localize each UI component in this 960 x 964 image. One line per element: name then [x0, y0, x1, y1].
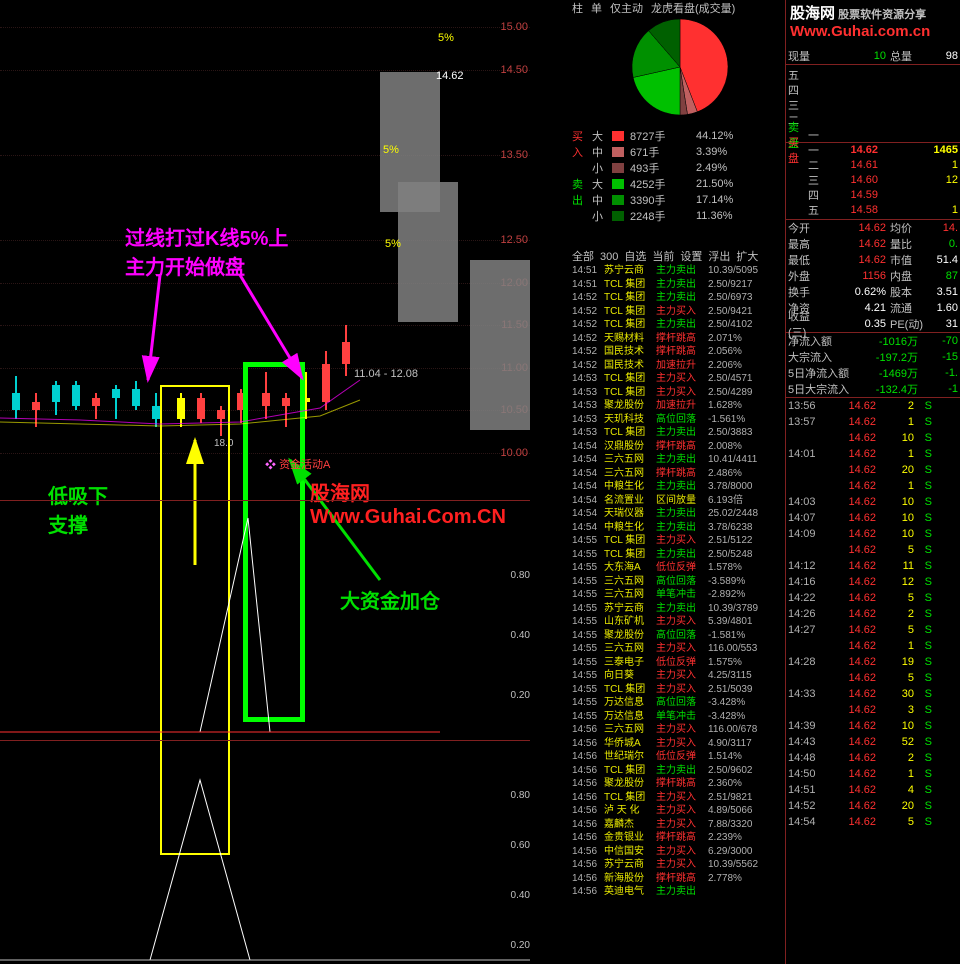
- flow-row[interactable]: 14:55苏宁云商主力卖出10.39/3789: [572, 602, 784, 616]
- flow-row[interactable]: 14:53聚龙股份加速拉升1.628%: [572, 399, 784, 413]
- annotation-green-right: 大资金加仓: [340, 585, 440, 614]
- flow-row[interactable]: 14:54三六五网撑杆跳高2.486%: [572, 467, 784, 481]
- flow-row[interactable]: 14:51TCL 集团主力卖出2.50/9217: [572, 278, 784, 292]
- pct-label: 5%: [383, 144, 399, 156]
- annotation-magenta: 过线打过K线5%上 主力开始做盘: [125, 222, 288, 280]
- tick-list[interactable]: 13:5614.622S13:5714.621S14.6210S14:0114.…: [786, 398, 960, 830]
- flow-row[interactable]: 14:54汉鼎股份撑杆跳高2.008%: [572, 440, 784, 454]
- tick-row: 14.623S: [786, 702, 960, 718]
- highlight-box-yellow: [160, 385, 230, 855]
- flow-row[interactable]: 14:52国民技术撑杆跳高2.056%: [572, 345, 784, 359]
- tick-row: 14:0114.621S: [786, 446, 960, 462]
- buy-sell-legend: 买大8727手44.12%入中671手3.39%小493手2.49%卖大4252…: [572, 128, 782, 224]
- flow-row[interactable]: 14:54三六五网主力卖出10.41/4411: [572, 453, 784, 467]
- flow-row[interactable]: 14:54名流置业区间放量6.193倍: [572, 494, 784, 508]
- flow-row[interactable]: 14:55三六五网单笔冲击-2.892%: [572, 588, 784, 602]
- flow-row[interactable]: 14:55聚龙股份高位回落-1.581%: [572, 629, 784, 643]
- flow-row[interactable]: 14:55万达信息高位回落-3.428%: [572, 696, 784, 710]
- tick-row: 14.621S: [786, 478, 960, 494]
- tick-row: 14.6220S: [786, 462, 960, 478]
- tick-row: 14:4314.6252S: [786, 734, 960, 750]
- tick-row: 14:2714.625S: [786, 622, 960, 638]
- flow-row[interactable]: 14:53天玑科技高位回落-1.561%: [572, 413, 784, 427]
- site-logo: 股海网 股票软件资源分享 Www.Guhai.com.cn: [786, 0, 960, 48]
- flow-row[interactable]: 14:56中信国安主力买入6.29/3000: [572, 845, 784, 859]
- flow-row[interactable]: 14:56英迪电气主力卖出: [572, 885, 784, 899]
- tick-row: 14:1214.6211S: [786, 558, 960, 574]
- tick-row: 14.6210S: [786, 430, 960, 446]
- capital-flow-list[interactable]: 14:51苏宁云商主力卖出10.39/509514:51TCL 集团主力卖出2.…: [572, 264, 784, 899]
- flow-row[interactable]: 14:52TCL 集团主力卖出2.50/6973: [572, 291, 784, 305]
- flow-row[interactable]: 14:51苏宁云商主力卖出10.39/5095: [572, 264, 784, 278]
- flow-row[interactable]: 14:56新海股份撑杆跳高2.778%: [572, 872, 784, 886]
- annotation-green-left: 低吸下 支撑: [48, 480, 108, 538]
- price-high-label: 14.62: [436, 70, 464, 82]
- stats-block: 今开14.62均价14.最高14.62量比0.最低14.62市值51.4外盘11…: [786, 220, 960, 333]
- flow-row[interactable]: 14:54天瑞仪器主力卖出25.02/2448: [572, 507, 784, 521]
- orderbook: 五四三二卖盘一买盘一14.621465二14.611三14.6012四14.59…: [786, 64, 960, 220]
- flow-row[interactable]: 14:56苏宁云商主力买入10.39/5562: [572, 858, 784, 872]
- flow-row[interactable]: 14:56TCL 集团主力买入2.51/9821: [572, 791, 784, 805]
- fund-flow-block: 净流入额-1016万-70大宗流入-197.2万-155日净流入额-1469万-…: [786, 333, 960, 398]
- tick-row: 14:0714.6210S: [786, 510, 960, 526]
- tick-row: 14.625S: [786, 542, 960, 558]
- flow-row[interactable]: 14:55TCL 集团主力买入2.51/5122: [572, 534, 784, 548]
- flow-row[interactable]: 14:56泸 天 化主力买入4.89/5066: [572, 804, 784, 818]
- tick-row: 14:3914.6210S: [786, 718, 960, 734]
- kline-chart[interactable]: 15.0014.5013.5012.5012.0011.5011.0010.50…: [0, 0, 532, 964]
- pie-chart: [620, 12, 740, 122]
- pct-label: 5%: [438, 32, 454, 44]
- flow-row[interactable]: 14:55万达信息单笔冲击-3.428%: [572, 710, 784, 724]
- flow-row[interactable]: 14:55三泰电子低位反弹1.575%: [572, 656, 784, 670]
- flow-row[interactable]: 14:56聚龙股份撑杆跳高2.360%: [572, 777, 784, 791]
- fund-activity-label: ❖ 资金活动A: [265, 456, 330, 472]
- tick-row: 14:2214.625S: [786, 590, 960, 606]
- tick-row: 14:2614.622S: [786, 606, 960, 622]
- flow-row[interactable]: 14:53TCL 集团主力买入2.50/4571: [572, 372, 784, 386]
- flow-row[interactable]: 14:56世纪瑞尔低位反弹1.514%: [572, 750, 784, 764]
- flow-row[interactable]: 14:55三六五网主力买入116.00/553: [572, 642, 784, 656]
- tick-row: 14:4814.622S: [786, 750, 960, 766]
- tick-row: 14:1614.6212S: [786, 574, 960, 590]
- tick-row: 13:5614.622S: [786, 398, 960, 414]
- flow-row[interactable]: 14:55三六五网高位回落-3.589%: [572, 575, 784, 589]
- watermark: 股海网 Www.Guhai.Com.CN: [310, 477, 532, 529]
- flow-row[interactable]: 14:55TCL 集团主力买入2.51/5039: [572, 683, 784, 697]
- flow-row[interactable]: 14:56华侨城A主力买入4.90/3117: [572, 737, 784, 751]
- flow-row[interactable]: 14:54中粮生化主力卖出3.78/8000: [572, 480, 784, 494]
- quote-panel: 股海网 股票软件资源分享 Www.Guhai.com.cn 现量 10 总量 9…: [785, 0, 960, 964]
- flow-row[interactable]: 14:56嘉麟杰主力买入7.88/3320: [572, 818, 784, 832]
- pct-label: 5%: [385, 238, 401, 250]
- flow-row[interactable]: 14:52TCL 集团主力卖出2.50/4102: [572, 318, 784, 332]
- flow-row[interactable]: 14:52国民技术加速拉升2.206%: [572, 359, 784, 373]
- flow-row[interactable]: 14:55山东矿机主力买入5.39/4801: [572, 615, 784, 629]
- tick-row: 14:5114.624S: [786, 782, 960, 798]
- flow-tabs[interactable]: 全部300自选当前设置浮出扩大: [572, 248, 764, 264]
- volume-row: 现量 10 总量 98: [786, 48, 960, 64]
- tick-row: 14:0914.6210S: [786, 526, 960, 542]
- flow-row[interactable]: 14:55向日葵主力买入4.25/3115: [572, 669, 784, 683]
- tick-row: 13:5714.621S: [786, 414, 960, 430]
- highlight-box-green: [243, 362, 305, 722]
- flow-row[interactable]: 14:55大东海A低位反弹1.578%: [572, 561, 784, 575]
- flow-row[interactable]: 14:53TCL 集团主力买入2.50/4289: [572, 386, 784, 400]
- flow-row[interactable]: 14:55TCL 集团主力卖出2.50/5248: [572, 548, 784, 562]
- flow-row[interactable]: 14:53TCL 集团主力卖出2.50/3883: [572, 426, 784, 440]
- tick-row: 14:5414.625S: [786, 814, 960, 830]
- tick-row: 14.625S: [786, 670, 960, 686]
- flow-row[interactable]: 14:52天赐材料撑杆跳高2.071%: [572, 332, 784, 346]
- flow-row[interactable]: 14:52TCL 集团主力买入2.50/9421: [572, 305, 784, 319]
- tick-row: 14:5014.621S: [786, 766, 960, 782]
- tick-row: 14:0314.6210S: [786, 494, 960, 510]
- flow-row[interactable]: 14:54中粮生化主力卖出3.78/6238: [572, 521, 784, 535]
- flow-row[interactable]: 14:56TCL 集团主力卖出2.50/9602: [572, 764, 784, 778]
- tick-row: 14.621S: [786, 638, 960, 654]
- price-range-label: 11.04 - 12.08: [354, 368, 418, 380]
- tick-row: 14:2814.6219S: [786, 654, 960, 670]
- tick-row: 14:5214.6220S: [786, 798, 960, 814]
- flow-row[interactable]: 14:56金贵银业撑杆跳高2.239%: [572, 831, 784, 845]
- flow-row[interactable]: 14:56三六五网主力买入116.00/678: [572, 723, 784, 737]
- tick-row: 14:3314.6230S: [786, 686, 960, 702]
